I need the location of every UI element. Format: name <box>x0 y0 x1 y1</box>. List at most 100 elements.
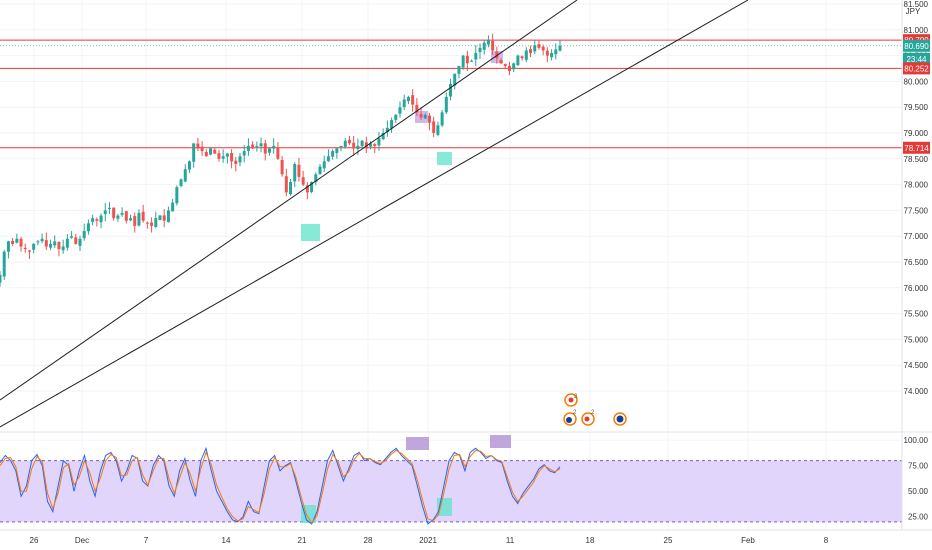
candle <box>27 250 31 259</box>
y-tick-label: 76.000 <box>904 284 929 293</box>
candle <box>499 58 503 65</box>
highlight-box[interactable] <box>490 435 511 448</box>
candle <box>554 43 558 60</box>
candle <box>116 213 120 222</box>
candle <box>486 35 490 48</box>
y-tick-label: 79.500 <box>904 103 929 112</box>
x-tick-label: 26 <box>30 536 39 545</box>
horizontal-levels[interactable] <box>0 39 902 149</box>
candle <box>301 170 305 186</box>
event-marker[interactable]: 2 <box>581 410 595 426</box>
candle <box>267 148 271 156</box>
candle <box>394 113 398 123</box>
candle <box>221 149 225 163</box>
candle <box>246 138 250 156</box>
candle <box>335 147 339 159</box>
price-axis[interactable]: 81.50081.00080.50080.00079.50079.00078.5… <box>901 0 929 530</box>
candle <box>23 243 27 253</box>
candle <box>520 55 524 61</box>
y-tick-label: 77.500 <box>904 206 929 215</box>
candle <box>276 142 280 161</box>
price-label: 80.252 <box>903 62 930 75</box>
candle <box>40 233 44 244</box>
candle <box>390 117 394 133</box>
time-axis[interactable]: 26 Dec 7 14 21 28 2021 11 18 25 Feb 8 <box>0 529 932 545</box>
price-label-text: 23:44 <box>906 55 927 64</box>
candle <box>550 49 554 61</box>
y-tick-label: 75.500 <box>904 310 929 319</box>
candle <box>145 221 149 229</box>
candle <box>470 59 474 62</box>
candle <box>162 208 166 228</box>
trendline-shallow[interactable] <box>0 0 749 428</box>
price-label: 80.690 <box>903 39 930 52</box>
candle <box>343 138 347 149</box>
event-marker[interactable]: 2 <box>563 410 577 426</box>
candle <box>529 45 533 58</box>
candle <box>95 217 99 227</box>
candle <box>15 233 19 244</box>
trendlines[interactable] <box>0 0 749 428</box>
candle <box>406 95 410 105</box>
candle <box>322 155 326 172</box>
candle <box>70 231 74 239</box>
candle <box>53 235 57 249</box>
candle <box>44 232 48 250</box>
candle <box>183 164 187 183</box>
highlight-box[interactable] <box>301 224 320 241</box>
candle <box>449 78 453 101</box>
stochastic-axis[interactable]: 100.00 75.00 50.00 25.00 <box>904 436 929 522</box>
stochastic-line <box>0 446 561 525</box>
svg-text:3: 3 <box>574 394 578 400</box>
candle <box>432 116 436 138</box>
candle <box>32 243 36 254</box>
highlight-box[interactable] <box>437 152 452 165</box>
candle <box>78 235 82 252</box>
event-markers[interactable]: 3 2 2 <box>563 393 627 426</box>
x-tick-label: Feb <box>741 536 755 545</box>
y-tick-label: 74.500 <box>904 361 929 370</box>
candle <box>461 54 465 70</box>
x-tick-label: 2021 <box>419 536 437 545</box>
candle <box>82 223 86 241</box>
candle <box>179 178 183 188</box>
event-marker[interactable]: 3 <box>564 393 578 407</box>
candle <box>297 157 301 182</box>
candle <box>398 101 402 118</box>
highlight-boxes[interactable] <box>301 51 511 523</box>
x-tick-label: 14 <box>222 536 231 545</box>
highlight-box[interactable] <box>406 437 429 450</box>
candle <box>213 147 217 154</box>
candle <box>259 137 263 153</box>
stochastic-lines <box>0 446 561 525</box>
candle <box>512 62 516 72</box>
candle <box>305 182 309 200</box>
candle <box>74 233 78 245</box>
candle <box>272 138 276 154</box>
event-marker[interactable] <box>613 412 627 426</box>
candle <box>49 239 53 251</box>
candle <box>537 40 541 50</box>
candle <box>318 163 322 175</box>
candle <box>217 149 221 162</box>
candle <box>107 202 111 214</box>
price-label-text: 80.690 <box>904 42 929 51</box>
candle <box>440 109 444 128</box>
y-tick-label: 78.000 <box>904 181 929 190</box>
candle <box>230 149 234 169</box>
candle <box>225 152 229 164</box>
trendline-steep[interactable] <box>0 0 578 401</box>
candle <box>57 241 61 257</box>
candle <box>0 271 2 287</box>
candle <box>175 185 179 206</box>
candle <box>293 162 297 188</box>
candle <box>65 234 69 251</box>
x-tick-label: 7 <box>144 536 149 545</box>
price-label-text: 80.252 <box>904 64 929 73</box>
price-label-text: 78.714 <box>904 144 929 153</box>
candle <box>129 214 133 222</box>
candle <box>263 139 267 161</box>
candle <box>234 157 238 172</box>
